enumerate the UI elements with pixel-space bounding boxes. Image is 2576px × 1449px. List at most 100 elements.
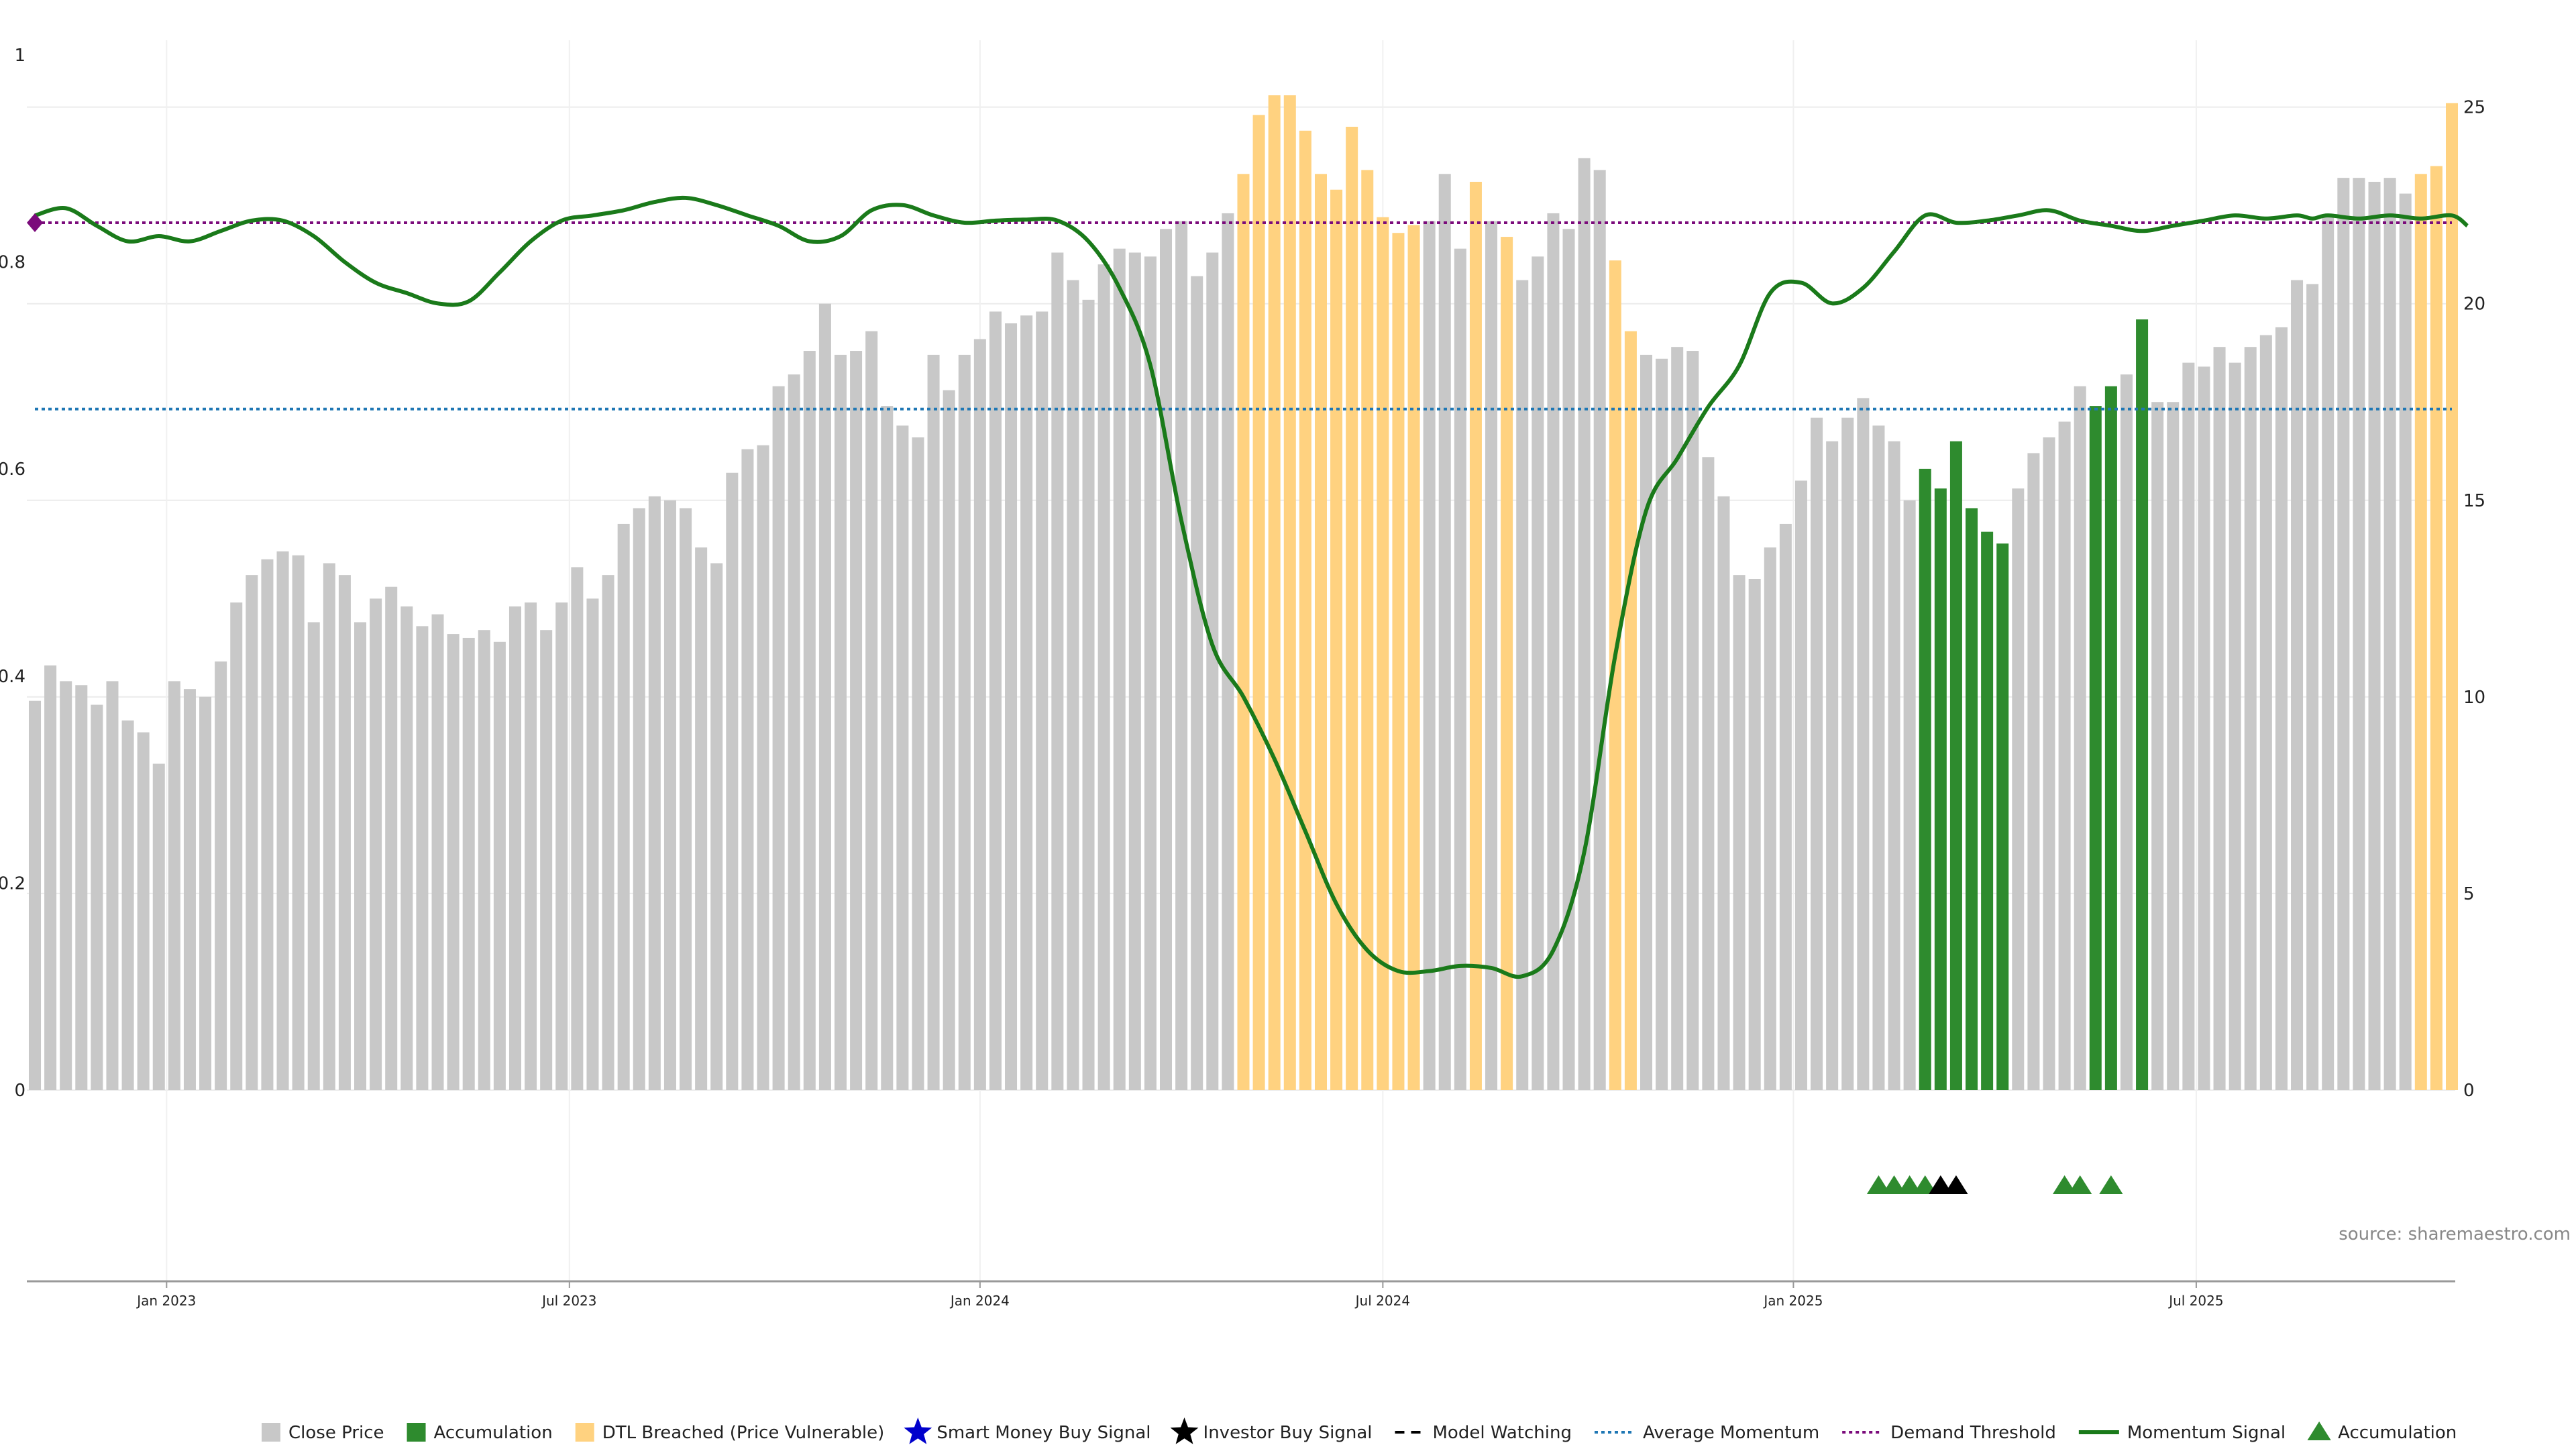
legend: Close Price Accumulation DTL Breached (Pri… xyxy=(262,1417,2457,1444)
close-price-bar-19 xyxy=(323,563,335,1090)
close-price-bar-14 xyxy=(246,575,258,1090)
close-price-bar-37 xyxy=(602,575,614,1090)
x-axis-date-label-0: Jan 2023 xyxy=(136,1293,196,1309)
investor-buy-marker-1 xyxy=(1944,1175,1968,1194)
close-price-bar-92 xyxy=(1454,248,1466,1091)
close-price-bar-58 xyxy=(927,354,940,1091)
close-price-bar-43 xyxy=(695,547,708,1090)
close-price-bar-71 xyxy=(1128,252,1141,1090)
close-price-bar-141 xyxy=(2213,347,2226,1090)
close-price-bar-0 xyxy=(28,700,42,1090)
accumulation-bar-123 xyxy=(1934,488,1947,1090)
accumulation-bar-124 xyxy=(1949,441,1962,1090)
dtl-breached-bar-103 xyxy=(1624,331,1637,1090)
dtl-breached-bar-89 xyxy=(1407,225,1420,1091)
close-price-bar-7 xyxy=(137,732,150,1090)
right-axis-tick-label-4: 20 xyxy=(2463,294,2485,315)
markers-layer xyxy=(1866,1175,2123,1194)
close-price-bar-76 xyxy=(1206,252,1219,1090)
close-price-bar-69 xyxy=(1097,264,1110,1091)
close-price-bar-48 xyxy=(772,386,785,1091)
dtl-breached-bar-78 xyxy=(1237,174,1250,1091)
close-price-bar-50 xyxy=(803,351,816,1090)
legend-item-0-label: Close Price xyxy=(288,1423,384,1443)
close-price-bar-128 xyxy=(2012,488,2025,1090)
x-axis-date-label-3: Jul 2024 xyxy=(1354,1293,1410,1309)
legend-item-2-label: DTL Breached (Price Vulnerable) xyxy=(602,1423,885,1443)
left-axis-tick-label-4: 0.8 xyxy=(0,253,25,273)
right-axis-tick-label-1: 5 xyxy=(2463,884,2475,904)
close-price-bar-77 xyxy=(1222,213,1234,1091)
legend-item-9-triangle-icon xyxy=(2307,1421,2331,1440)
accumulation-bar-125 xyxy=(1966,508,1978,1090)
bars-layer xyxy=(28,95,2459,1091)
close-price-bar-110 xyxy=(1733,575,1746,1090)
close-price-bar-131 xyxy=(2058,421,2071,1090)
close-price-bar-11 xyxy=(199,696,212,1090)
accumulation-bar-122 xyxy=(1919,468,1931,1090)
right-axis-tick-label-2: 10 xyxy=(2463,688,2485,708)
close-price-bar-22 xyxy=(370,598,382,1090)
close-price-bar-36 xyxy=(586,598,599,1090)
dtl-breached-bar-93 xyxy=(1469,182,1482,1090)
close-price-bar-66 xyxy=(1051,252,1064,1090)
right-axis-tick-label-5: 25 xyxy=(2463,98,2485,118)
accumulation-marker-5 xyxy=(2068,1175,2092,1194)
close-price-bar-5 xyxy=(106,681,119,1090)
source-label: source: sharemaestro.com xyxy=(2339,1224,2571,1244)
demand-threshold-diamond-marker xyxy=(27,213,43,232)
legend-item-4: Investor Buy Signal xyxy=(1170,1417,1373,1444)
close-price-bar-67 xyxy=(1067,280,1079,1090)
close-price-bar-75 xyxy=(1191,276,1203,1090)
dtl-breached-bar-95 xyxy=(1501,237,1513,1090)
legend-item-0-swatch xyxy=(262,1423,280,1442)
legend-item-2-swatch xyxy=(575,1423,594,1442)
legend-item-4-label: Investor Buy Signal xyxy=(1203,1423,1373,1443)
dtl-breached-bar-84 xyxy=(1330,189,1343,1090)
close-price-bar-137 xyxy=(2151,402,2164,1090)
close-price-bar-16 xyxy=(276,551,289,1090)
legend-item-0: Close Price xyxy=(262,1423,384,1443)
close-price-bar-47 xyxy=(757,445,769,1090)
close-price-bar-116 xyxy=(1826,441,1839,1090)
accumulation-marker-3 xyxy=(1913,1175,1937,1194)
lines-layer xyxy=(27,195,2469,979)
accumulation-bar-127 xyxy=(1996,543,2009,1090)
close-price-bar-113 xyxy=(1779,523,1792,1090)
close-price-bar-114 xyxy=(1794,480,1807,1090)
close-price-bar-12 xyxy=(215,661,227,1090)
x-axis-date-label-4: Jan 2025 xyxy=(1762,1293,1823,1309)
legend-item-8: Momentum Signal xyxy=(2078,1423,2286,1443)
close-price-bar-105 xyxy=(1656,358,1668,1090)
close-price-bar-38 xyxy=(617,523,630,1090)
legend-item-8-label: Momentum Signal xyxy=(2127,1423,2286,1443)
close-price-bar-68 xyxy=(1082,299,1095,1090)
close-price-bar-8 xyxy=(152,763,165,1090)
legend-item-7-label: Demand Threshold xyxy=(1890,1423,2056,1443)
right-axis-tick-label-3: 15 xyxy=(2463,491,2485,511)
legend-item-2: DTL Breached (Price Vulnerable) xyxy=(575,1423,885,1443)
close-price-bar-70 xyxy=(1113,248,1126,1091)
close-price-bar-65 xyxy=(1036,311,1049,1090)
close-price-bar-25 xyxy=(416,626,429,1090)
legend-item-3-label: Smart Money Buy Signal xyxy=(936,1423,1150,1443)
close-price-bar-4 xyxy=(91,704,103,1090)
close-price-bar-129 xyxy=(2027,453,2040,1090)
close-price-bar-143 xyxy=(2244,347,2257,1090)
close-price-bar-91 xyxy=(1438,174,1451,1091)
legend-item-1: Accumulation xyxy=(407,1423,553,1443)
close-price-bar-99 xyxy=(1562,229,1575,1090)
close-price-bar-115 xyxy=(1811,417,1823,1090)
close-price-bar-145 xyxy=(2275,327,2288,1090)
close-price-bar-108 xyxy=(1702,457,1715,1090)
close-price-bar-138 xyxy=(2167,402,2180,1090)
left-axis-tick-label-0: 0 xyxy=(14,1081,25,1101)
close-price-bar-18 xyxy=(307,622,320,1090)
left-axis-tick-label-5: 1 xyxy=(14,46,25,66)
close-price-bar-147 xyxy=(2306,284,2319,1091)
close-price-bar-112 xyxy=(1764,547,1776,1090)
close-price-bar-54 xyxy=(865,331,878,1090)
left-axis-tick-label-3: 0.6 xyxy=(0,460,25,480)
close-price-bar-24 xyxy=(400,606,413,1090)
close-price-bar-151 xyxy=(2368,182,2381,1090)
